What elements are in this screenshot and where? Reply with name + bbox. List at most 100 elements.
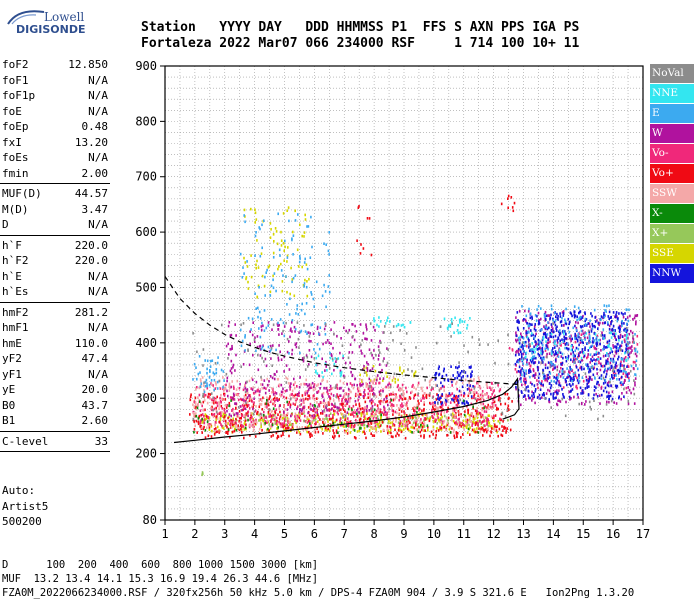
y-tick-label: 400	[135, 336, 157, 350]
echo-point-vo	[199, 409, 202, 412]
echo-point-x	[337, 431, 339, 434]
echo-point-w	[298, 391, 300, 395]
echo-point-w	[613, 332, 616, 336]
echo-point-x	[267, 427, 269, 431]
echo-point-ssw	[345, 413, 347, 417]
echo-point-w	[259, 390, 261, 393]
echo-point-e	[239, 252, 242, 256]
echo-point-w	[608, 400, 610, 404]
echo-point-w	[268, 379, 270, 383]
echo-point-vo	[443, 426, 445, 429]
echo-point-nnw	[518, 353, 520, 356]
echo-point-vo	[278, 420, 280, 424]
echo-point-noval	[307, 365, 309, 368]
echo-point-nnw	[531, 315, 533, 319]
echo-point-e	[292, 234, 295, 237]
echo-point-e	[296, 307, 298, 311]
echo-point-e	[306, 267, 309, 271]
echo-point-sse	[269, 236, 272, 239]
echo-point-vo	[388, 393, 391, 396]
echo-point-vo	[283, 422, 285, 425]
echo-point-e	[212, 371, 215, 375]
echo-point-sse	[251, 412, 253, 415]
echo-point-vo	[267, 402, 269, 405]
echo-point-nnw	[522, 347, 524, 351]
echo-point-sse	[252, 417, 254, 421]
echo-point-vo	[511, 206, 514, 209]
echo-point-e	[550, 304, 553, 307]
echo-point-nnw	[589, 370, 592, 373]
echo-point-w	[336, 334, 338, 338]
echo-point-nnw	[471, 370, 473, 373]
echo-point-vo	[317, 390, 320, 393]
echo-point-ssw	[359, 389, 361, 393]
echo-point-x	[280, 413, 282, 417]
echo-point-vo	[549, 340, 551, 343]
echo-point-w	[558, 380, 560, 383]
echo-point-nnw	[611, 375, 613, 379]
echo-point-vo	[476, 399, 478, 402]
echo-point-vo	[361, 407, 364, 410]
echo-point-nne	[387, 316, 389, 320]
echo-point-e	[294, 274, 297, 277]
echo-point-vo	[421, 425, 424, 429]
echo-point-vo	[328, 408, 330, 412]
echo-point-noval	[632, 340, 635, 344]
echo-point-vo	[334, 434, 336, 438]
echo-point-ssw	[292, 396, 294, 399]
echo-point-w	[257, 368, 260, 372]
echo-point-e	[622, 369, 624, 373]
echo-point-vo	[223, 416, 225, 420]
echo-point-x	[483, 406, 485, 410]
echo-point-vo	[314, 411, 317, 414]
echo-point-vo	[489, 434, 491, 438]
echo-point-vo	[486, 406, 488, 409]
echo-point-e	[607, 362, 609, 365]
echo-point-ssw	[331, 387, 334, 390]
echo-point-nne	[469, 317, 471, 320]
echo-point-w	[278, 404, 281, 407]
echo-point-vo	[458, 417, 460, 421]
echo-point-e	[634, 347, 637, 351]
echo-point-e	[589, 319, 591, 322]
echo-point-vo	[496, 406, 498, 410]
echo-point-ssw	[419, 420, 421, 424]
echo-point-nnw	[457, 395, 460, 398]
echo-point-w	[548, 400, 551, 404]
echo-point-vo	[491, 416, 494, 420]
echo-point-w	[627, 372, 629, 376]
echo-point-vo	[261, 408, 264, 411]
echo-point-vo	[347, 393, 350, 396]
echo-point-w	[600, 387, 603, 390]
echo-point-w	[606, 400, 608, 404]
echo-point-nnw	[555, 382, 558, 385]
echo-point-vo	[358, 402, 361, 406]
echo-point-e	[258, 286, 260, 289]
echo-point-x	[462, 399, 465, 403]
echo-point-ssw	[361, 378, 364, 382]
echo-point-e	[589, 337, 591, 341]
echo-point-nnw	[556, 312, 558, 316]
echo-point-x	[405, 418, 408, 422]
echo-point-ssw	[309, 405, 311, 408]
echo-point-ssw	[394, 397, 396, 401]
echo-point-w	[348, 351, 351, 354]
echo-point-vo	[272, 398, 275, 401]
echo-point-e	[584, 338, 586, 341]
echo-point-e	[583, 334, 586, 337]
echo-point-w	[230, 333, 233, 337]
echo-point-vo	[597, 359, 600, 363]
echo-point-vo	[220, 423, 222, 426]
echo-point-vo	[383, 407, 386, 410]
echo-point-w	[349, 366, 352, 369]
echo-point-e	[244, 220, 246, 224]
echo-point-w	[235, 334, 237, 337]
echo-point-noval	[328, 367, 331, 370]
echo-point-w	[635, 314, 638, 318]
echo-point-w	[309, 332, 311, 335]
echo-point-nnw	[518, 358, 521, 361]
echo-point-w	[251, 378, 254, 382]
echo-point-e	[275, 348, 277, 352]
echo-point-nnw	[537, 376, 540, 380]
echo-point-ssw	[435, 407, 438, 411]
